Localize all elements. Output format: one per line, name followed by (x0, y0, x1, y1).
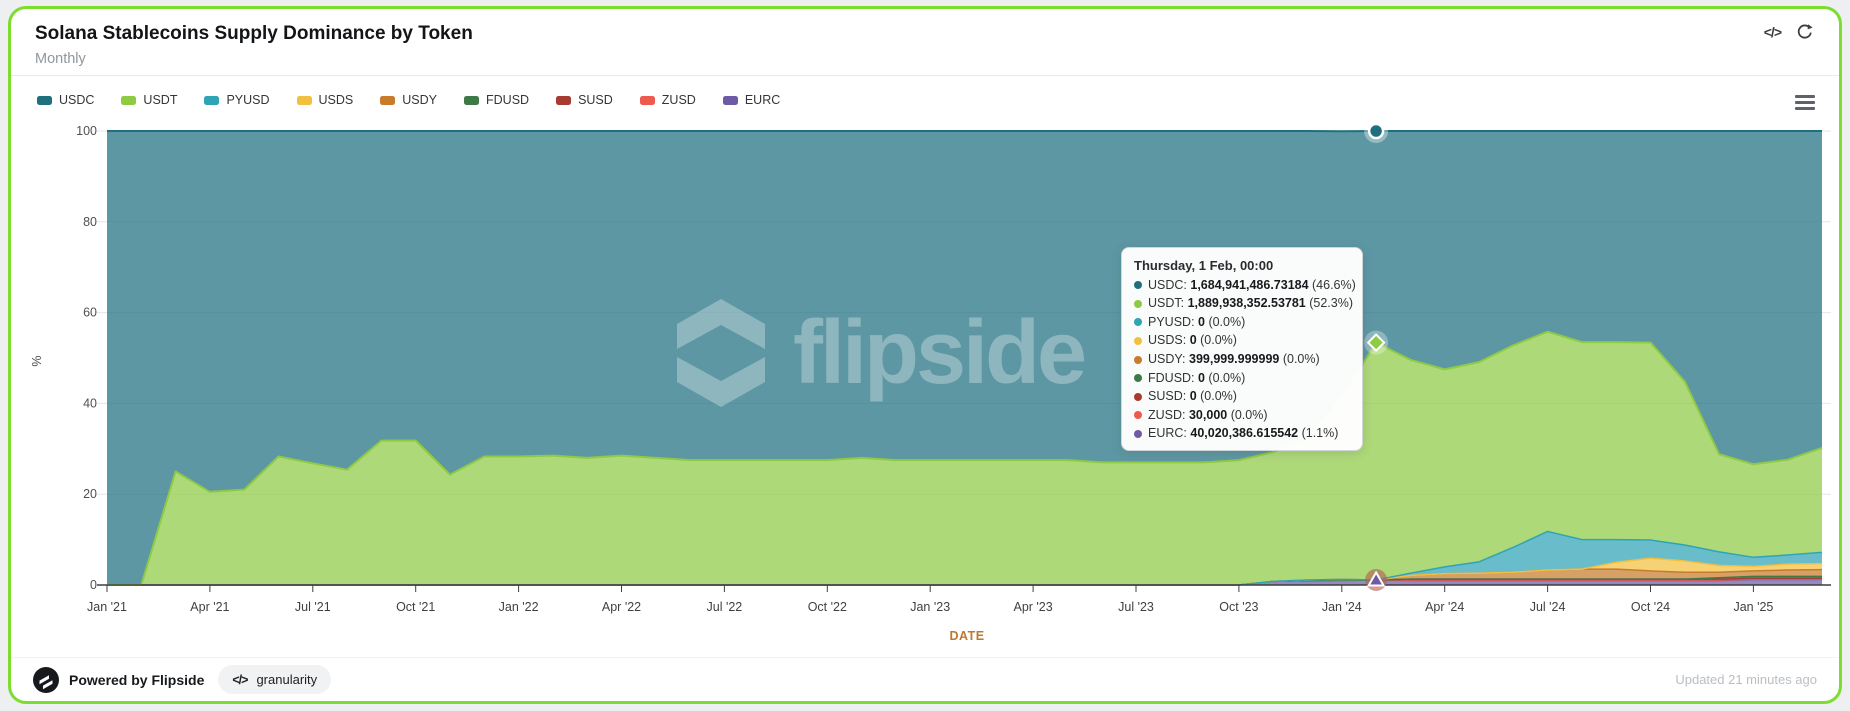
y-tick-label: 80 (83, 215, 97, 229)
legend-swatch-icon (722, 95, 738, 105)
tooltip-row-zusd: ZUSD: 30,000 (0.0%) (1134, 408, 1350, 422)
legend-swatch-icon (37, 95, 52, 105)
legend-item-zusd[interactable]: ZUSD (639, 93, 696, 107)
x-tick-label: Oct '21 (396, 600, 435, 614)
y-tick-label: 40 (83, 396, 97, 410)
x-tick-label: Jul '22 (707, 600, 743, 614)
page-title: Solana Stablecoins Supply Dominance by T… (35, 23, 473, 44)
x-tick-label: Jul '23 (1118, 600, 1154, 614)
legend-label: USDC (59, 93, 95, 107)
marker-usdc (1367, 122, 1385, 140)
footer-bar: Powered by Flipside </> granularity Upda… (11, 657, 1839, 701)
series-dot-icon (1134, 411, 1142, 420)
series-dot-icon (1134, 281, 1142, 290)
legend-item-pyusd[interactable]: PYUSD (204, 93, 270, 107)
header-actions: </> (1764, 23, 1813, 41)
legend-label: ZUSD (661, 93, 696, 107)
area-usdt[interactable] (107, 331, 1822, 585)
embed-code-icon[interactable]: </> (1763, 24, 1782, 40)
updated-timestamp: Updated 21 minutes ago (1675, 672, 1817, 687)
legend-item-usdt[interactable]: USDT (121, 93, 177, 107)
series-dot-icon (1134, 299, 1142, 308)
x-tick-label: Jan '23 (910, 600, 950, 614)
legend-swatch-icon (556, 95, 572, 105)
legend-label: USDT (143, 93, 178, 107)
series-dot-icon (1134, 318, 1142, 327)
tooltip-row-usdc: USDC: 1,684,941,486.73184 (46.6%) (1134, 278, 1356, 292)
granularity-param-button[interactable]: </> granularity (218, 665, 332, 694)
legend-swatch-icon (464, 95, 479, 105)
series-dot-icon (1134, 392, 1142, 401)
marker-eurc (1366, 570, 1386, 587)
legend-swatch-icon (380, 95, 396, 105)
line-usdt (107, 330, 1823, 586)
legend-item-susd[interactable]: SUSD (556, 93, 613, 107)
legend-item-usdy[interactable]: USDY (380, 93, 437, 107)
series-dot-icon (1134, 355, 1142, 364)
x-tick-label: Jul '24 (1530, 600, 1566, 614)
tooltip-row-usdt: USDT: 1,889,938,352.53781 (52.3%) (1134, 296, 1353, 310)
area-usdc[interactable] (107, 131, 1822, 585)
x-tick-label: Jan '25 (1733, 600, 1773, 614)
series-dot-icon (1134, 337, 1142, 346)
legend-swatch-icon (121, 95, 137, 105)
series-dot-icon (1134, 374, 1142, 383)
x-tick-label: Apr '24 (1425, 600, 1464, 614)
series-dot-icon (1134, 430, 1142, 439)
legend-label: USDS (318, 93, 354, 107)
x-tick-label: Apr '21 (190, 600, 229, 614)
granularity-subtitle: Monthly (35, 51, 86, 67)
legend-label: USDY (402, 93, 437, 107)
refresh-icon[interactable] (1795, 23, 1813, 41)
x-tick-label: Oct '24 (1631, 600, 1670, 614)
granularity-param-label: granularity (256, 672, 318, 687)
legend-swatch-icon (204, 95, 220, 105)
legend-swatch-icon (639, 95, 655, 105)
chart-card: Solana Stablecoins Supply Dominance by T… (8, 6, 1842, 704)
x-tick-label: Apr '23 (1013, 600, 1052, 614)
legend-label: PYUSD (226, 93, 270, 107)
legend-label: EURC (744, 93, 781, 107)
hamburger-menu-icon[interactable] (1795, 95, 1815, 110)
chart-tooltip: Thursday, 1 Feb, 00:00 USDC: 1,684,941,4… (1121, 247, 1363, 452)
legend-item-usdc[interactable]: USDC (37, 93, 94, 107)
tooltip-row-usds: USDS: 0 (0.0%) (1134, 333, 1350, 347)
tooltip-row-fdusd: FDUSD: 0 (0.0%) (1134, 371, 1350, 385)
y-tick-label: 20 (83, 487, 97, 501)
legend-label: FDUSD (486, 93, 530, 107)
y-axis-unit-label: % (30, 355, 44, 366)
y-tick-label: 100 (76, 124, 97, 138)
x-tick-label: Jan '24 (1322, 600, 1362, 614)
tooltip-date: Thursday, 1 Feb, 00:00 (1134, 258, 1274, 273)
x-tick-label: Oct '22 (808, 600, 847, 614)
legend-swatch-icon (296, 95, 312, 105)
flipside-footer-logo-icon (33, 666, 59, 693)
x-tick-label: Jan '21 (87, 600, 127, 614)
powered-by: Powered by Flipside (33, 666, 205, 693)
legend-item-usds[interactable]: USDS (296, 93, 354, 107)
area-usds[interactable] (107, 558, 1822, 585)
legend-item-fdusd[interactable]: FDUSD (464, 93, 529, 107)
marker-usdt (1366, 333, 1386, 352)
x-tick-label: Jan '22 (499, 600, 539, 614)
x-tick-label: Jul '21 (295, 600, 331, 614)
powered-by-label: Powered by Flipside (69, 671, 205, 688)
legend-item-eurc[interactable]: EURC (722, 93, 781, 107)
x-tick-label: Oct '23 (1219, 600, 1258, 614)
y-tick-label: 0 (90, 578, 97, 592)
y-tick-label: 60 (83, 306, 97, 320)
param-code-icon: </> (232, 672, 248, 687)
x-tick-label: Apr '22 (602, 600, 641, 614)
legend-label: SUSD (578, 93, 613, 107)
tooltip-rows: USDC: 1,684,941,486.73184 (46.6%) USDT: 1… (1134, 278, 1356, 440)
header-divider (11, 75, 1839, 76)
tooltip-row-susd: SUSD: 0 (0.0%) (1134, 389, 1350, 403)
legend: USDC USDT PYUSD USDS USDY FDUSD SUSD ZUSD EURC (37, 93, 780, 107)
x-axis-title: DATE (949, 629, 984, 643)
stacked-area-chart[interactable]: 0 20 40 60 80 100 Jan '21 Apr '21 Jul '21 Oct '21… (11, 9, 1839, 657)
area-usdy[interactable] (107, 569, 1822, 585)
tooltip-row-usdy: USDY: 399,999.999999 (0.0%) (1134, 352, 1350, 366)
tooltip-row-pyusd: PYUSD: 0 (0.0%) (1134, 315, 1350, 329)
tooltip-row-eurc: EURC: 40,020,386.615542 (1.1%) (1134, 426, 1350, 440)
